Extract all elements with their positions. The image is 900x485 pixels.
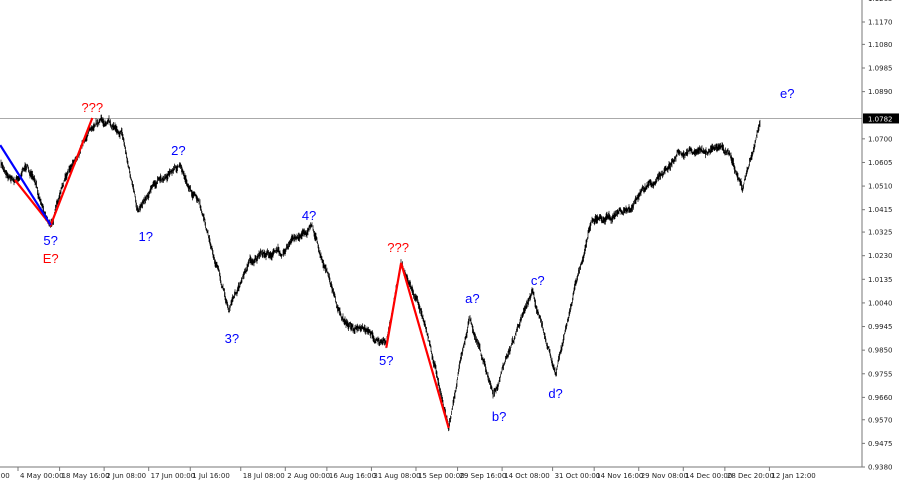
y-tick-label: 1.1170 <box>868 19 893 27</box>
wave-label: 3? <box>225 331 239 346</box>
y-tick-label: 0.9570 <box>868 416 893 424</box>
wave-label: c? <box>531 273 545 288</box>
x-tick-label: 16 Aug 16:00 <box>329 472 376 480</box>
wave-line <box>0 144 52 226</box>
current-price-badge <box>863 113 899 124</box>
x-tick-label: 12 Jan 12:00 <box>771 472 815 480</box>
y-tick-label: 0.9475 <box>868 440 893 448</box>
wave-label: 2? <box>171 143 185 158</box>
y-tick-label: 1.0890 <box>868 88 893 96</box>
x-tick-label: 18 May 16:00 <box>62 472 110 480</box>
x-tick-label: 15 Sep 00:00 <box>418 472 465 480</box>
wave-label: 1? <box>138 229 152 244</box>
x-tick-label: 29 Nov 08:00 <box>641 472 688 480</box>
y-tick-label: 1.1265 <box>868 0 893 3</box>
y-tick-label: 1.0230 <box>868 252 893 260</box>
wave-label: a? <box>465 291 479 306</box>
x-tick-label: 17 Jun 00:00 <box>151 472 195 480</box>
x-tick-label: 14 Dec 00:00 <box>685 472 732 480</box>
x-tick-label: 29 Sep 16:00 <box>460 472 507 480</box>
wave-label: ??? <box>81 100 103 115</box>
x-tick-label: 28 Dec 20:00 <box>727 472 774 480</box>
x-tick-label: 2 Aug 00:00 <box>287 472 330 480</box>
y-tick-label: 1.0985 <box>868 64 893 72</box>
y-tick-label: 1.1080 <box>868 41 893 49</box>
y-tick-label: 1.0325 <box>868 229 893 237</box>
x-tick-label: 1 Jul 16:00 <box>192 472 230 480</box>
wave-label: E? <box>43 251 59 266</box>
wave-line <box>14 117 94 228</box>
plot-area <box>0 114 862 432</box>
x-tick-label: 14 Oct 08:00 <box>504 472 550 480</box>
wave-annotations: ??? 5? E? 1? 2? 3? 4???? 5? a? b? c? d? e? <box>43 86 795 424</box>
y-tick-label: 0.9850 <box>868 347 893 355</box>
wave-label: d? <box>548 386 562 401</box>
y-tick-label: 0.9755 <box>868 370 893 378</box>
y-tick-label: 1.0700 <box>868 135 893 143</box>
wave-line <box>385 262 450 429</box>
x-tick-label: 18 Jul 08:00 <box>243 472 285 480</box>
x-tick-label: 31 Aug 08:00 <box>373 472 420 480</box>
current-price-label: 1.0782 <box>868 115 893 123</box>
wave-label: ??? <box>387 240 409 255</box>
x-tick-label: 31 Oct 00:00 <box>555 472 601 480</box>
wave-label: b? <box>492 409 506 424</box>
y-tick-label: 1.0040 <box>868 299 893 307</box>
y-tick-label: 0.9660 <box>868 394 893 402</box>
y-tick-label: 1.0605 <box>868 159 893 167</box>
y-tick-label: 1.0510 <box>868 183 893 191</box>
wave-label: e? <box>780 86 794 101</box>
wave-label: 5? <box>43 233 57 248</box>
y-tick-label: 1.0135 <box>868 276 893 284</box>
y-axis: 1.1265 1.1170 1.1080 1.0985 1.0890 1.0700 1.06… <box>862 0 899 471</box>
y-tick-label: 1.0415 <box>868 206 893 214</box>
price-bars <box>0 114 761 432</box>
wave-label: 5? <box>379 353 393 368</box>
x-tick-label: 14 Nov 16:00 <box>596 472 643 480</box>
y-tick-label: 0.9945 <box>868 323 893 331</box>
y-tick-label: 0.9380 <box>868 463 893 471</box>
x-tick-label: 2 Jun 08:00 <box>106 472 146 480</box>
x-tick-label: 0:00 <box>0 472 10 480</box>
wave-label: 4? <box>302 208 316 223</box>
x-tick-label: 4 May 00:00 <box>20 472 64 480</box>
